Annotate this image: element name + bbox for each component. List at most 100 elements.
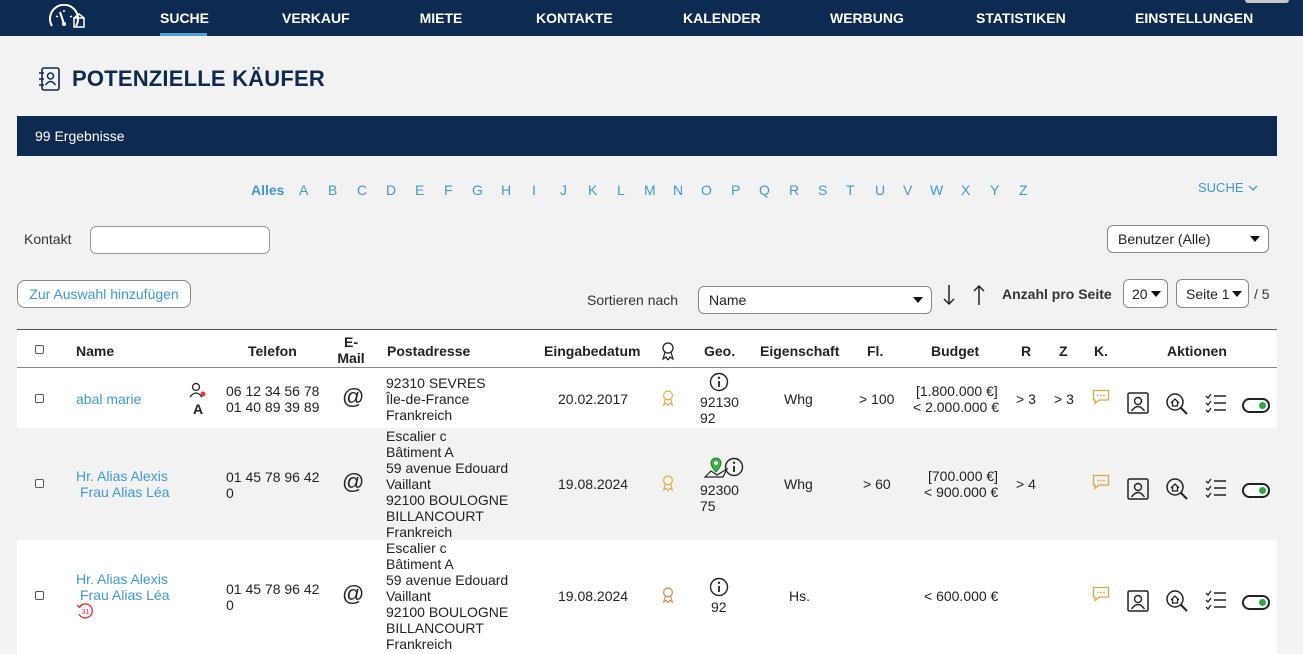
nav-kalender[interactable]: KALENDER [683, 10, 761, 26]
sort-ascending-arrow-icon[interactable] [973, 284, 985, 306]
alpha-filter-p[interactable]: P [731, 182, 741, 198]
header-eigenschaft[interactable]: Eigenschaft [760, 343, 840, 359]
comment-icon[interactable] [1092, 586, 1110, 602]
award-ribbon-icon [662, 390, 674, 407]
row-checkbox[interactable] [35, 591, 44, 600]
header-email-line-2: Mail [337, 350, 365, 366]
page-title-text: POTENZIELLE KÄUFER [72, 66, 325, 91]
nav-statistiken[interactable]: STATISTIKEN [976, 10, 1066, 26]
alpha-filter-h[interactable]: H [501, 182, 512, 198]
alpha-filter-u[interactable]: U [875, 182, 886, 198]
table-row[interactable]: Hr. Alias Alexis Frau Alias Léa 31 01 45… [17, 540, 1277, 654]
add-to-selection-button[interactable]: Zur Auswahl hinzufügen [17, 280, 191, 308]
header-z[interactable]: Z [1059, 343, 1068, 359]
alpha-filter-s[interactable]: S [818, 182, 828, 198]
header-telefon[interactable]: Telefon [248, 343, 297, 359]
comment-icon[interactable] [1092, 389, 1110, 405]
nav-werbung[interactable]: WERBUNG [830, 10, 904, 26]
kontakt-input[interactable] [90, 226, 270, 254]
email-at-icon[interactable]: @ [342, 384, 365, 409]
contact-card-icon[interactable] [1127, 478, 1149, 500]
active-toggle[interactable] [1242, 483, 1270, 498]
header-eingabedatum[interactable]: Eingabedatum [544, 343, 641, 359]
contact-name-link[interactable]: Frau Alias Léa [80, 587, 170, 603]
email-at-icon[interactable]: @ [342, 581, 365, 606]
contact-name-link[interactable]: Hr. Alias Alexis [76, 468, 168, 484]
select-all-checkbox[interactable] [35, 345, 44, 354]
alpha-filter-a[interactable]: A [299, 182, 309, 198]
table-row[interactable]: Hr. Alias Alexis Frau Alias Léa 01 45 78… [17, 428, 1277, 540]
header-budget[interactable]: Budget [931, 343, 980, 359]
contact-card-icon[interactable] [1127, 590, 1149, 612]
search-panel-toggle[interactable]: SUCHE [1198, 180, 1258, 195]
page-select[interactable]: Seite 1 [1176, 279, 1249, 308]
contact-name-link[interactable]: Hr. Alias Alexis [76, 571, 168, 587]
address-line: 92310 SEVRES [386, 375, 486, 391]
table-row[interactable]: abal marie A 06 12 34 56 78 01 40 89 39 … [17, 368, 1277, 428]
alpha-filter-alles[interactable]: Alles [251, 182, 285, 198]
active-toggle[interactable] [1242, 595, 1270, 610]
header-postadresse[interactable]: Postadresse [387, 343, 471, 359]
alpha-filter-v[interactable]: V [903, 182, 913, 198]
contact-name-link[interactable]: Frau Alias Léa [80, 484, 170, 500]
alpha-filter-w[interactable]: W [930, 182, 944, 198]
header-name[interactable]: Name [76, 343, 115, 359]
benutzer-select[interactable]: Benutzer (Alle) [1107, 225, 1269, 253]
nav-verkauf[interactable]: VERKAUF [282, 10, 350, 26]
header-fl[interactable]: Fl. [867, 343, 884, 359]
alpha-filter-i[interactable]: I [532, 182, 536, 198]
header-geo[interactable]: Geo. [704, 343, 736, 359]
alpha-filter-g[interactable]: G [472, 182, 483, 198]
header-email[interactable]: E- Mail [333, 334, 369, 366]
calendar-reminder-icon[interactable]: 31 [76, 602, 94, 620]
property-search-icon[interactable] [1165, 589, 1189, 613]
alpha-filter-t[interactable]: T [846, 182, 855, 198]
nav-einstellungen[interactable]: EINSTELLUNGEN [1135, 10, 1254, 26]
header-k[interactable]: K. [1094, 343, 1108, 359]
phone-1: 01 45 78 96 42 [226, 469, 320, 485]
alpha-filter-z[interactable]: Z [1019, 182, 1028, 198]
address-line: Bâtiment A [386, 556, 454, 572]
map-pin-icon[interactable] [703, 457, 729, 479]
alpha-filter-f[interactable]: F [444, 182, 453, 198]
checklist-icon[interactable] [1205, 590, 1227, 610]
alpha-filter-r[interactable]: R [789, 182, 800, 198]
nav-miete[interactable]: MIETE [419, 10, 463, 26]
email-at-icon[interactable]: @ [342, 469, 365, 494]
checklist-icon[interactable] [1205, 478, 1227, 498]
sort-select[interactable]: Name [698, 286, 932, 314]
caret-down-icon [913, 297, 923, 303]
info-icon[interactable] [724, 457, 744, 477]
speedometer-logo-icon[interactable] [46, 4, 86, 30]
row-checkbox[interactable] [35, 479, 44, 488]
nav-kontakte[interactable]: KONTAKTE [536, 10, 613, 26]
alpha-filter-b[interactable]: B [328, 182, 338, 198]
info-icon[interactable] [709, 577, 729, 597]
alpha-filter-l[interactable]: L [617, 182, 625, 198]
alpha-filter-k[interactable]: K [588, 182, 598, 198]
header-r[interactable]: R [1021, 343, 1032, 359]
alpha-filter-m[interactable]: M [644, 182, 656, 198]
active-toggle[interactable] [1242, 398, 1270, 413]
row-checkbox[interactable] [35, 394, 44, 403]
per-page-select[interactable]: 20 [1123, 279, 1168, 308]
alpha-filter-y[interactable]: Y [990, 182, 1000, 198]
alpha-filter-o[interactable]: O [701, 182, 712, 198]
alpha-filter-x[interactable]: X [961, 182, 971, 198]
contact-card-icon[interactable] [1127, 392, 1149, 414]
contact-name-link[interactable]: abal marie [76, 391, 142, 407]
nav-suche[interactable]: SUCHE [160, 0, 209, 36]
checklist-icon[interactable] [1205, 393, 1227, 413]
phone-1: 06 12 34 56 78 [226, 383, 320, 399]
property-search-icon[interactable] [1165, 477, 1189, 501]
property-search-icon[interactable] [1165, 392, 1189, 416]
alpha-filter-n[interactable]: N [673, 182, 684, 198]
alpha-filter-d[interactable]: D [386, 182, 397, 198]
alpha-filter-j[interactable]: J [560, 182, 567, 198]
alpha-filter-e[interactable]: E [415, 182, 425, 198]
alpha-filter-q[interactable]: Q [759, 182, 770, 198]
comment-icon[interactable] [1092, 474, 1110, 490]
info-icon[interactable] [709, 372, 729, 392]
alpha-filter-c[interactable]: C [357, 182, 368, 198]
sort-descending-arrow-icon[interactable] [943, 284, 955, 306]
